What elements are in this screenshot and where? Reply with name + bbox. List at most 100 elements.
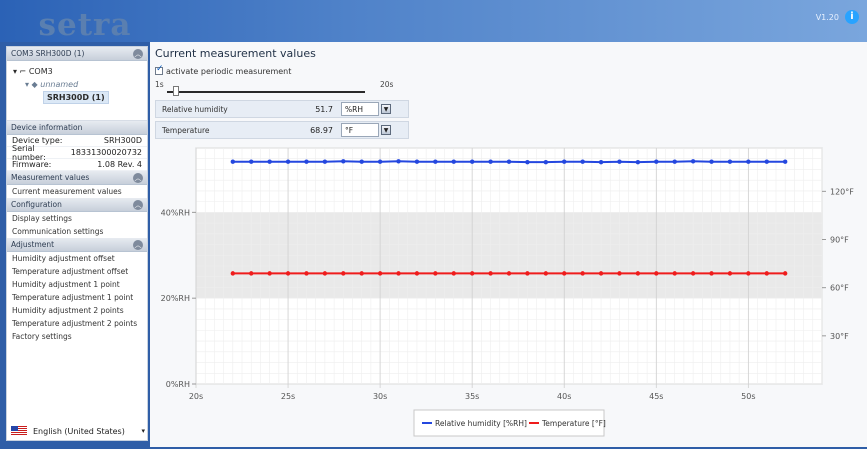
data-point (746, 271, 751, 276)
data-point (525, 159, 530, 165)
device-section-header[interactable]: COM3 SRH300D (1) ︿ (7, 47, 147, 61)
configuration-header[interactable]: Configuration ︿ (7, 198, 147, 212)
data-point (580, 271, 585, 276)
humidity-row: Relative humidity 51.7 %RH ▼ (155, 100, 409, 118)
data-point (525, 271, 530, 276)
legend-box (413, 409, 605, 437)
data-point (488, 271, 493, 276)
data-point (396, 159, 401, 164)
slider-thumb[interactable] (173, 86, 179, 96)
data-point (396, 271, 401, 276)
version-label: V1.20 (815, 13, 839, 22)
periodic-checkbox-row[interactable]: activate periodic measurement (155, 64, 291, 76)
data-point (414, 159, 420, 164)
tree-port[interactable]: ▾ ⌐ COM3 (13, 67, 53, 76)
setra-logo: setra (38, 7, 132, 43)
x-tick-label: 25s (281, 392, 295, 401)
firmware-row: Firmware: 1.08 Rev. 4 (7, 159, 147, 171)
legend-label-temperature: Temperature [°F] (541, 419, 606, 428)
temperature-unit-select[interactable]: °F (341, 123, 379, 137)
data-point (617, 159, 622, 164)
tree-device[interactable]: SRH300D (1) (43, 91, 109, 104)
data-point (230, 271, 236, 276)
us-flag-icon (11, 426, 27, 436)
y-right-tick-label: 120°F (830, 187, 854, 196)
data-point (451, 271, 456, 276)
interval-slider[interactable] (167, 91, 365, 93)
collapse-icon[interactable]: ︿ (133, 239, 143, 250)
menu-display-settings[interactable]: Display settings (12, 214, 72, 223)
y-right-tick-label: 60°F (830, 284, 849, 293)
temperature-label: Temperature (162, 125, 210, 135)
collapse-icon[interactable]: ︿ (133, 199, 143, 210)
data-point (322, 159, 328, 164)
measurement-values-header[interactable]: Measurement values ︿ (7, 171, 147, 185)
menu-humidity-2-points[interactable]: Humidity adjustment 2 points (12, 306, 124, 315)
y-right-tick-label: 90°F (830, 236, 849, 245)
menu-communication-settings[interactable]: Communication settings (12, 227, 104, 236)
x-tick-label: 35s (465, 392, 479, 401)
language-selector[interactable]: English (United States) ▾ (11, 425, 145, 437)
data-point (341, 159, 346, 164)
slider-max-label: 20s (380, 80, 394, 89)
data-point (562, 271, 567, 276)
data-point (433, 271, 438, 276)
data-point (709, 159, 714, 164)
left-sidebar: COM3 SRH300D (1) ︿ ▾ ⌐ COM3 ▾ ◆ unnamed S… (6, 46, 148, 441)
dropdown-icon[interactable]: ▾ (141, 427, 145, 435)
tree-unnamed[interactable]: ▾ ◆ unnamed (25, 80, 79, 89)
y-left-tick-label: 0%RH (166, 380, 190, 389)
data-point (764, 271, 769, 276)
device-info-table: Device type: SRH300D Serial number: 183313… (7, 135, 147, 171)
data-point (764, 159, 769, 164)
data-point (617, 271, 622, 276)
data-point (690, 271, 696, 276)
data-point (359, 159, 364, 164)
temperature-dropdown-icon[interactable]: ▼ (381, 125, 391, 135)
y-right-tick-label: 30°F (830, 332, 849, 341)
data-point (267, 271, 272, 276)
menu-current-measurement[interactable]: Current measurement values (12, 187, 122, 196)
collapse-icon[interactable]: ︿ (133, 172, 143, 183)
data-point (469, 159, 475, 164)
data-point (285, 159, 291, 164)
adjustment-header[interactable]: Adjustment ︿ (7, 238, 147, 252)
x-tick-label: 30s (373, 392, 387, 401)
periodic-checkbox[interactable] (155, 64, 164, 75)
x-tick-label: 45s (649, 392, 663, 401)
menu-temperature-offset[interactable]: Temperature adjustment offset (12, 267, 129, 276)
data-point (690, 159, 696, 164)
menu-temperature-2-points[interactable]: Temperature adjustment 2 points (12, 319, 138, 328)
data-point (727, 159, 733, 164)
serial-row: Serial number: 18331300020732 (7, 144, 147, 162)
data-point (506, 271, 512, 276)
humidity-unit-select[interactable]: %RH (341, 102, 379, 116)
collapse-icon[interactable]: ︿ (133, 48, 143, 59)
legend-label-humidity: Relative humidity [%RH] (435, 419, 527, 428)
menu-humidity-1-point[interactable]: Humidity adjustment 1 point (12, 280, 120, 289)
top-bar: setra V1.20 i (0, 0, 867, 43)
data-point (249, 159, 254, 164)
info-icon[interactable]: i (845, 10, 859, 24)
menu-factory-settings[interactable]: Factory settings (12, 332, 72, 341)
y-left-tick-label: 20%RH (161, 294, 190, 303)
data-point (433, 159, 438, 164)
page-title: Current measurement values (155, 47, 316, 60)
data-point (635, 159, 641, 165)
data-point (580, 159, 585, 164)
data-point (672, 271, 677, 276)
data-point (341, 271, 346, 276)
data-point (230, 159, 236, 164)
data-point (635, 271, 641, 276)
menu-humidity-offset[interactable]: Humidity adjustment offset (12, 254, 115, 263)
data-point (672, 159, 677, 164)
data-point (377, 159, 383, 164)
data-point (543, 271, 549, 276)
menu-temperature-1-point[interactable]: Temperature adjustment 1 point (12, 293, 134, 302)
x-tick-label: 50s (741, 392, 755, 401)
humidity-dropdown-icon[interactable]: ▼ (381, 104, 391, 114)
y-left-tick-label: 40%RH (161, 208, 190, 217)
data-point (377, 271, 383, 276)
data-point (709, 271, 714, 276)
data-point (304, 271, 309, 276)
